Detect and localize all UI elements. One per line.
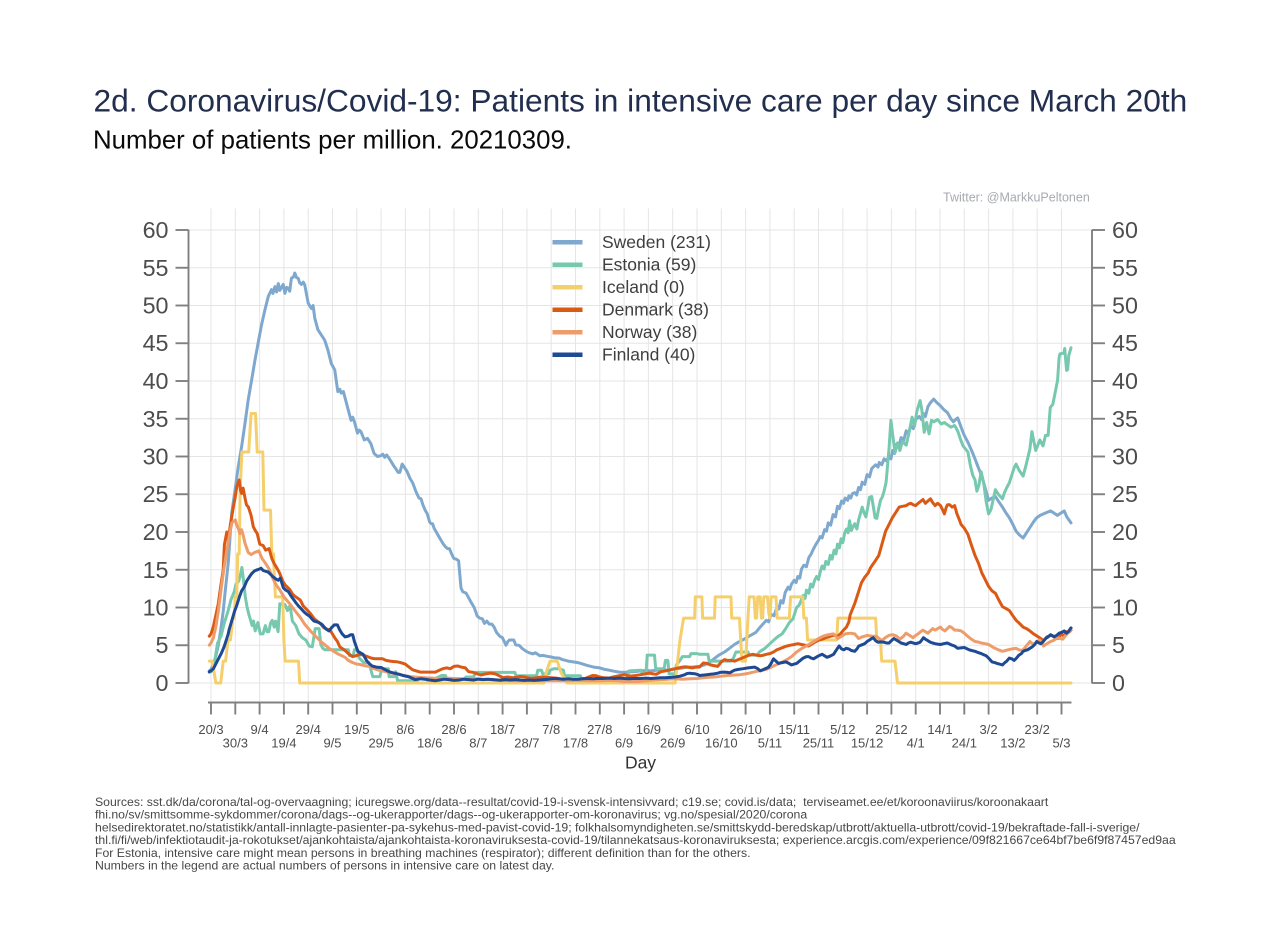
svg-text:2d. Coronavirus/Covid-19: Pati: 2d. Coronavirus/Covid-19: Patients in in… (94, 83, 1188, 119)
svg-text:7/8: 7/8 (542, 722, 560, 737)
svg-text:Twitter: @MarkkuPeltonen: Twitter: @MarkkuPeltonen (943, 191, 1090, 205)
svg-text:fhi.no/sv/smittsomme-sykdommer: fhi.no/sv/smittsomme-sykdommer/corona/da… (95, 808, 807, 822)
svg-text:3/2: 3/2 (980, 722, 998, 737)
svg-text:35: 35 (1112, 406, 1138, 432)
svg-text:30: 30 (1112, 444, 1138, 470)
svg-text:30: 30 (143, 444, 169, 470)
svg-text:25/11: 25/11 (803, 736, 835, 751)
svg-text:20: 20 (1112, 519, 1138, 545)
svg-text:29/4: 29/4 (296, 722, 321, 737)
svg-text:thl.fi/fi/web/infektiotaudit-j: thl.fi/fi/web/infektiotaudit-ja-rokotuks… (95, 833, 1176, 847)
svg-text:16/9: 16/9 (636, 722, 661, 737)
svg-text:9/4: 9/4 (251, 722, 269, 737)
svg-text:26/9: 26/9 (660, 736, 685, 751)
svg-text:Iceland (0): Iceland (0) (602, 277, 685, 297)
svg-text:Numbers in the legend are actu: Numbers in the legend are actual numbers… (95, 859, 554, 873)
svg-text:13/2: 13/2 (1000, 736, 1025, 751)
svg-text:5/11: 5/11 (758, 736, 782, 751)
svg-text:17/8: 17/8 (563, 736, 588, 751)
svg-text:Sources: sst.dk/da/corona/tal-: Sources: sst.dk/da/corona/tal-og-overvaa… (95, 795, 1049, 809)
svg-text:Estonia (59): Estonia (59) (602, 255, 696, 275)
svg-text:15: 15 (143, 557, 169, 583)
svg-text:45: 45 (1112, 330, 1138, 356)
svg-text:Finland (40): Finland (40) (602, 345, 695, 365)
svg-text:19/5: 19/5 (344, 722, 369, 737)
svg-text:20: 20 (143, 519, 169, 545)
svg-text:18/7: 18/7 (490, 722, 515, 737)
svg-text:4/1: 4/1 (907, 736, 925, 751)
svg-text:25/12: 25/12 (875, 722, 908, 737)
svg-text:26/10: 26/10 (729, 722, 762, 737)
svg-text:20/3: 20/3 (198, 722, 223, 737)
svg-text:60: 60 (1112, 217, 1138, 243)
svg-text:55: 55 (1112, 255, 1138, 281)
svg-text:24/1: 24/1 (952, 736, 977, 751)
svg-text:15: 15 (1112, 557, 1138, 583)
svg-text:50: 50 (1112, 293, 1138, 319)
svg-text:Denmark (38): Denmark (38) (602, 300, 709, 320)
svg-text:15/12: 15/12 (851, 736, 884, 751)
svg-text:45: 45 (143, 330, 169, 356)
svg-text:5/12: 5/12 (830, 722, 855, 737)
svg-text:0: 0 (156, 670, 169, 696)
svg-text:15/11: 15/11 (778, 722, 810, 737)
svg-text:23/2: 23/2 (1025, 722, 1050, 737)
svg-text:30/3: 30/3 (223, 736, 248, 751)
svg-text:8/6: 8/6 (396, 722, 414, 737)
svg-text:19/4: 19/4 (271, 736, 296, 751)
svg-text:For Estonia, intensive care mi: For Estonia, intensive care might mean p… (95, 846, 751, 860)
svg-text:50: 50 (143, 293, 169, 319)
svg-text:0: 0 (1112, 670, 1125, 696)
svg-text:Day: Day (625, 753, 656, 773)
svg-text:18/6: 18/6 (417, 736, 442, 751)
svg-text:Sweden (231): Sweden (231) (602, 232, 711, 252)
svg-text:helsedirektoratet.no/statistik: helsedirektoratet.no/statistikk/antall-i… (95, 820, 1140, 834)
svg-text:60: 60 (143, 217, 169, 243)
svg-text:40: 40 (1112, 368, 1138, 394)
svg-text:40: 40 (143, 368, 169, 394)
svg-text:14/1: 14/1 (927, 722, 952, 737)
svg-text:5: 5 (156, 632, 169, 658)
svg-text:27/8: 27/8 (587, 722, 612, 737)
svg-text:25: 25 (143, 481, 169, 507)
svg-text:35: 35 (143, 406, 169, 432)
svg-text:6/9: 6/9 (615, 736, 633, 751)
svg-text:29/5: 29/5 (368, 736, 393, 751)
svg-text:10: 10 (1112, 595, 1138, 621)
svg-text:55: 55 (143, 255, 169, 281)
svg-text:Norway (38): Norway (38) (602, 322, 697, 342)
svg-text:28/7: 28/7 (514, 736, 539, 751)
svg-text:5/3: 5/3 (1052, 736, 1070, 751)
svg-text:5: 5 (1112, 632, 1125, 658)
svg-text:9/5: 9/5 (323, 736, 341, 751)
svg-text:16/10: 16/10 (705, 736, 738, 751)
svg-text:10: 10 (143, 595, 169, 621)
svg-text:6/10: 6/10 (684, 722, 709, 737)
svg-text:8/7: 8/7 (469, 736, 487, 751)
svg-text:25: 25 (1112, 481, 1138, 507)
svg-text:28/6: 28/6 (441, 722, 466, 737)
svg-text:Number of patients per million: Number of patients per million. 20210309… (93, 127, 572, 155)
